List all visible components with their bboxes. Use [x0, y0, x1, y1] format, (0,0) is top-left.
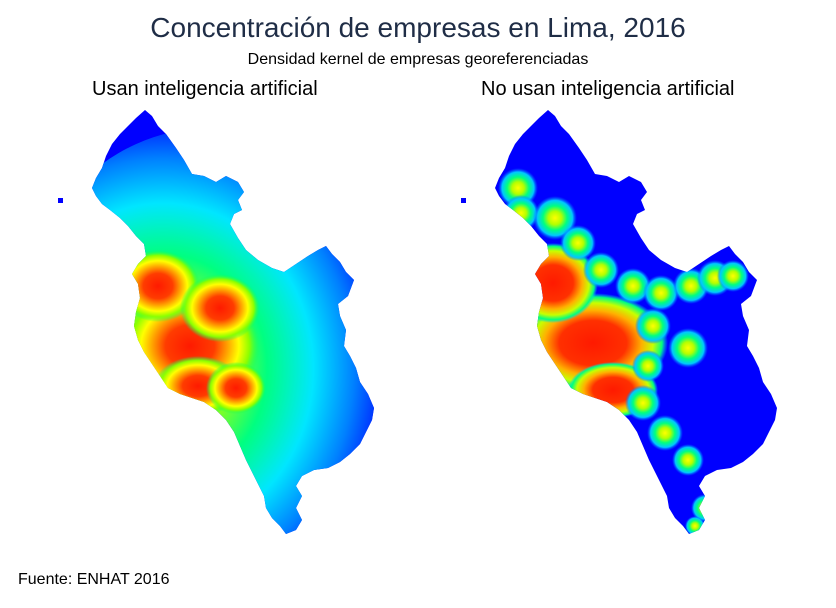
peak-no-ai	[668, 328, 708, 368]
source-note: Fuente: ENHAT 2016	[18, 571, 170, 588]
hotspot-ai-3	[180, 274, 260, 342]
map-subtitle: Densidad kernel de empresas georeferenci…	[247, 51, 589, 68]
panel-title-ai: Usan inteligencia artificial	[92, 78, 318, 100]
map-title: Concentración de empresas en Lima, 2016	[150, 12, 686, 43]
peak-no-ai	[672, 444, 704, 476]
peak-no-ai	[643, 275, 679, 311]
peak-no-ai	[615, 268, 651, 304]
peak-no-ai	[635, 308, 671, 344]
panel-title-no-ai: No usan inteligencia artificial	[481, 78, 735, 100]
map-speck-no-ai	[461, 198, 466, 203]
peak-no-ai	[685, 516, 705, 534]
density-map-ai	[58, 110, 374, 534]
peak-no-ai	[560, 225, 596, 261]
hotspot-ai-5	[206, 362, 266, 414]
map-speck-ai	[58, 198, 63, 203]
peak-no-ai	[625, 385, 661, 421]
peak-no-ai	[632, 350, 664, 382]
peak-no-ai	[717, 260, 749, 292]
peak-no-ai	[533, 196, 577, 240]
peak-no-ai	[647, 415, 683, 451]
peak-no-ai	[583, 252, 619, 288]
density-map-no-ai	[461, 110, 777, 534]
